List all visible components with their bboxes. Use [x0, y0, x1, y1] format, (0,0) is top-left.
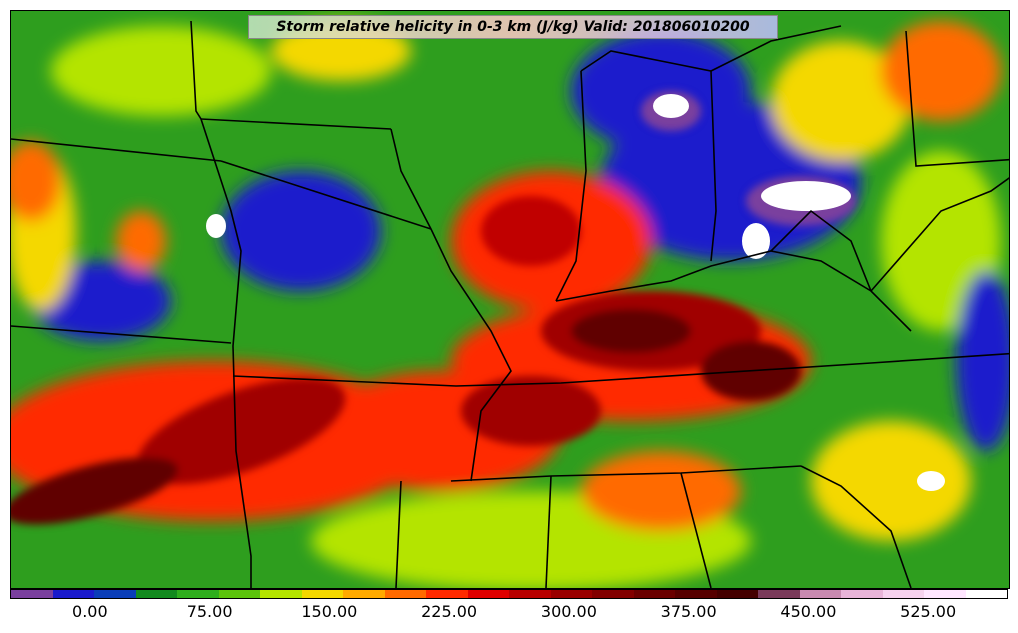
border-oh-pa [905, 30, 1009, 167]
field-yellow-nw [51, 26, 271, 116]
colorbar-swatch [218, 590, 260, 598]
colorbar-tick-label: 525.00 [900, 602, 957, 621]
map-panel: Storm relative helicity in 0-3 km (J/kg)… [10, 10, 1010, 589]
border-al-ga [680, 472, 712, 588]
border-tx-la [395, 480, 402, 588]
border-ohio-river [555, 250, 912, 332]
colorbar-swatch [52, 590, 94, 598]
field-yellow-se [811, 421, 971, 541]
field-orange-ne [11, 141, 61, 221]
colorbar-tick-label: 300.00 [540, 602, 597, 621]
field-darkred-in [481, 196, 581, 266]
colorbar-swatch [882, 590, 924, 598]
border-ms-al [545, 475, 552, 588]
colorbar [10, 589, 1008, 599]
border-mississippi-river [190, 20, 252, 588]
colorbar-swatch [301, 590, 343, 598]
colorbar-swatch [11, 590, 53, 598]
field-blue-mi [571, 31, 751, 151]
field-orange-ne2 [881, 21, 1001, 121]
field-maroon-ky [571, 309, 691, 353]
border-ga-nc [800, 465, 912, 588]
border-lake-mi [580, 25, 842, 72]
peak-white-in [742, 223, 770, 259]
border-in-west [555, 70, 587, 302]
colorbar-swatch [384, 590, 426, 598]
border-oh-in [710, 70, 717, 262]
border-nebraska-south [11, 325, 232, 344]
colorbar-swatch [550, 590, 592, 598]
colorbar-swatch [675, 590, 717, 598]
helicity-field-map [11, 11, 1009, 588]
field-darkred-ar [461, 376, 601, 446]
field-darkred-ok [136, 377, 346, 485]
colorbar-swatch [135, 590, 177, 598]
field-blue-iowa [221, 171, 381, 291]
colorbar-swatch [426, 590, 468, 598]
colorbar-swatch [633, 590, 675, 598]
field-orange-w [116, 211, 166, 271]
peak-white-ia [206, 214, 226, 238]
colorbar-tick-label: 150.00 [301, 602, 358, 621]
colorbar-swatch [467, 590, 509, 598]
colorbar-swatch [965, 590, 1007, 598]
border-va-wv [870, 177, 1009, 292]
colorbar-ticks: 0.00 75.00 150.00 225.00 300.00 375.00 450.00 5… [10, 602, 1008, 626]
border-oklahoma-north [232, 352, 1009, 387]
colorbar-tick-label: 75.00 [186, 602, 233, 621]
field-maroon-sw [11, 457, 179, 525]
peak-white-oh [761, 181, 851, 211]
field-yellow-ne2 [771, 41, 911, 161]
colorbar-tick-label: 0.00 [72, 602, 108, 621]
colorbar-swatch [924, 590, 966, 598]
colorbar-swatch [758, 590, 800, 598]
colorbar-swatch [509, 590, 551, 598]
field-blue-east [956, 271, 1009, 451]
colorbar-swatch [592, 590, 634, 598]
colorbar-swatch [343, 590, 385, 598]
colorbar-swatch [841, 590, 883, 598]
field-layer-peaks [206, 94, 945, 491]
border-kansas-south [11, 138, 222, 162]
border-il-west [390, 128, 512, 482]
border-ar-south [450, 465, 802, 482]
peak-white-nc [917, 471, 945, 491]
map-title: Storm relative helicity in 0-3 km (J/kg)… [248, 15, 778, 39]
colorbar-swatch [177, 590, 219, 598]
colorbar-tick-label: 450.00 [780, 602, 837, 621]
colorbar-swatch [94, 590, 136, 598]
colorbar-swatch [260, 590, 302, 598]
border-wv-ky [770, 209, 872, 292]
border-iowa-north [200, 118, 392, 130]
colorbar-swatch [799, 590, 841, 598]
colorbar-tick-label: 375.00 [660, 602, 717, 621]
colorbar-swatch [716, 590, 758, 598]
state-borders [11, 20, 1009, 588]
border-missouri-iowa [220, 160, 432, 230]
colorbar-tick-label: 225.00 [421, 602, 478, 621]
field-orange-s [581, 451, 741, 531]
peak-white-mi [653, 94, 689, 118]
